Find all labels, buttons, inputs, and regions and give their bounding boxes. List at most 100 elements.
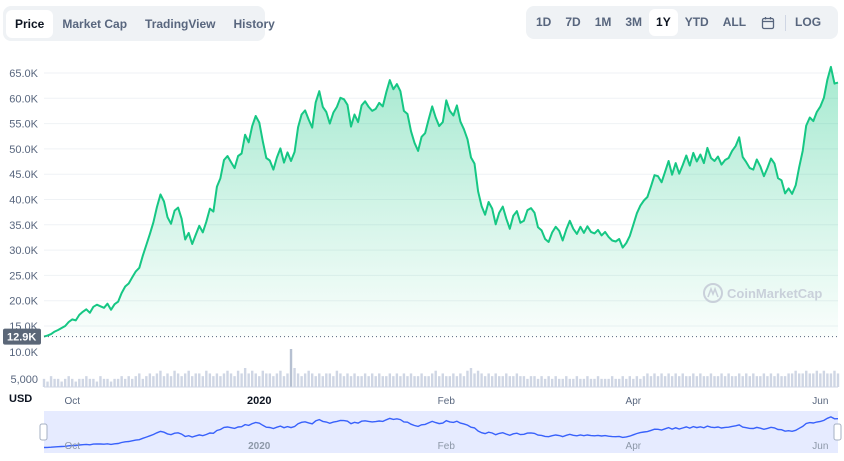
volume-bar: [543, 378, 547, 387]
volume-bar: [346, 373, 349, 387]
volume-bar: [314, 376, 317, 387]
navigator-left-handle[interactable]: [39, 423, 48, 441]
range-3m-button[interactable]: 3M: [625, 15, 643, 29]
watermark-text: CoinMarketCap: [727, 286, 822, 301]
volume-bar: [558, 378, 561, 387]
volume-bar: [656, 376, 660, 387]
volume-bar: [737, 373, 741, 387]
volume-bar: [755, 376, 759, 387]
volume-bar: [790, 373, 794, 387]
price-tick-label: 20.0K: [9, 296, 38, 308]
volume-bar: [734, 376, 737, 387]
volume-tick-label: 5,000: [10, 374, 38, 386]
volume-bar: [716, 376, 720, 387]
calendar-button[interactable]: [753, 9, 783, 36]
volume-bar: [173, 370, 176, 387]
navigator-tick-label: Apr: [626, 441, 642, 452]
volume-bar: [614, 378, 617, 387]
time-range-selector: 1D 7D 1M 3M 1Y YTD ALL LOG: [526, 6, 838, 39]
volume-bar: [653, 373, 656, 387]
volume-bar: [219, 376, 222, 387]
volume-bar: [452, 373, 455, 387]
volume-bar: [748, 376, 751, 387]
volume-bar: [448, 376, 452, 387]
volume-bar: [141, 378, 145, 387]
volume-bar: [374, 376, 377, 387]
volume-bar: [434, 370, 437, 387]
volume-bar: [692, 373, 695, 387]
price-axis-labels: 65.0K 60.0K 55.0K 50.0K 45.0K 40.0K 35.0K 30.0K…: [9, 68, 38, 333]
volume-bar: [815, 370, 819, 387]
volume-bar: [102, 378, 106, 387]
volume-bar: [268, 373, 272, 387]
volume-bar: [67, 376, 70, 387]
volume-bar: [780, 376, 783, 387]
volume-bar: [540, 376, 543, 387]
range-divider: [785, 14, 787, 31]
volume-bar: [123, 378, 127, 387]
volume-bar: [526, 378, 529, 387]
volume-bar: [406, 376, 409, 387]
volume-bar: [812, 373, 815, 387]
volume-bar: [261, 370, 264, 387]
volume-bar: [498, 376, 501, 387]
volume-bar: [385, 376, 388, 387]
tab-tradingview[interactable]: TradingView: [145, 16, 216, 31]
volume-bar: [74, 381, 77, 387]
volume-bar: [286, 373, 289, 387]
volume-bar: [272, 376, 275, 387]
volume-bar: [776, 373, 780, 387]
tab-market-cap[interactable]: Market Cap: [62, 16, 128, 31]
volume-bar: [833, 370, 836, 387]
volume-bar: [116, 378, 120, 387]
volume-bar: [416, 376, 420, 387]
range-1y-button[interactable]: 1Y: [649, 9, 678, 36]
volume-bar: [152, 376, 155, 387]
volume-bar: [483, 376, 487, 387]
volume-bar: [766, 376, 769, 387]
volume-bar: [752, 373, 755, 387]
range-1d-button[interactable]: 1D: [536, 15, 552, 29]
tab-price[interactable]: Price: [6, 9, 54, 38]
volume-bar: [508, 376, 512, 387]
volume-bar: [621, 376, 624, 387]
volume-bar: [420, 373, 423, 387]
price-tick-label: 45.0K: [9, 169, 38, 181]
volume-bar: [413, 376, 416, 387]
volume-bar: [568, 378, 572, 387]
volume-bar: [53, 378, 56, 387]
navigator-right-handle[interactable]: [833, 423, 842, 441]
volume-bar: [46, 381, 49, 387]
tab-history[interactable]: History: [233, 16, 275, 31]
volume-bar: [307, 370, 310, 387]
volume-bar: [808, 373, 811, 387]
range-1m-button[interactable]: 1M: [594, 15, 612, 29]
navigator-tick-label: Oct: [64, 441, 80, 452]
volume-bar: [395, 373, 399, 387]
volume-bar: [131, 378, 134, 387]
range-7d-button[interactable]: 7D: [565, 15, 581, 29]
volume-bar: [706, 376, 709, 387]
volume-bar: [646, 373, 649, 387]
volume-bar: [106, 378, 109, 387]
volume-bar: [201, 376, 204, 387]
volume-bar: [699, 373, 702, 387]
volume-bar: [289, 349, 293, 387]
volume-bar: [310, 373, 314, 387]
log-scale-button[interactable]: LOG: [795, 15, 822, 29]
range-all-button[interactable]: ALL: [722, 15, 747, 29]
volume-bar: [501, 376, 504, 387]
calendar-icon: [761, 16, 775, 29]
volume-bar: [678, 376, 681, 387]
volume-bar: [473, 373, 476, 387]
volume-bar: [805, 370, 808, 387]
range-navigator: Oct2020FebAprJunAug2: [39, 411, 842, 453]
volume-bar: [769, 373, 773, 387]
price-tick-label: 60.0K: [9, 93, 38, 105]
range-ytd-button[interactable]: YTD: [684, 15, 709, 29]
volume-bar: [522, 376, 526, 387]
volume-bar: [618, 378, 621, 387]
volume-bar: [519, 376, 522, 387]
volume-bar: [78, 378, 81, 387]
volume-bar: [99, 376, 102, 387]
